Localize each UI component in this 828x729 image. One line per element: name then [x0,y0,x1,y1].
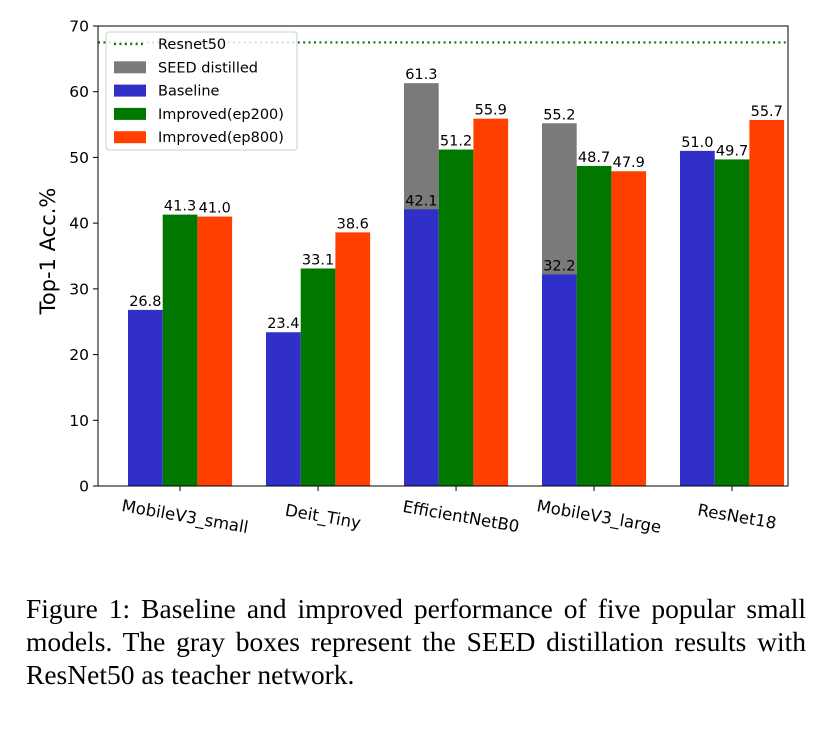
legend-label-0: Resnet50 [158,37,226,53]
plot-frame [97,25,789,487]
legend-label-4: Improved(ep800) [158,130,284,146]
data-label-2-2: 55.9 [475,103,507,119]
legend-label-2: Baseline [158,84,220,100]
data-label-2-0: 41.0 [199,201,231,217]
data-label-seed-3: 55.2 [543,107,575,123]
legend-swatch-1 [114,61,146,74]
x-tick-label-4: ResNet18 [696,500,778,533]
legend-swatch-3 [114,107,146,120]
data-labels-layer: 26.8 41.3 41.0 23.4 33.1 38.6 61.3 42.1 51.255.9… [129,67,783,332]
y-tick-label-5: 50 [69,149,89,167]
data-label-0-3: 32.2 [543,258,575,274]
y-tick-label-7: 70 [69,18,89,36]
legend-label-3: Improved(ep200) [158,107,284,123]
x-tick-label-0: MobileV3_small [120,496,250,538]
bar-improved-ep200-3 [576,165,612,486]
bar-chart: MobileV3_small Deit_Tiny EfficientNetB0 Mob… [36,18,789,538]
legend-swatch-2 [114,84,146,97]
y-axis-label: Top-1 Acc.% [36,188,60,316]
y-tick-label-2: 20 [69,346,89,364]
legend-swatch-4 [114,131,146,144]
data-label-0-4: 51.0 [681,135,713,151]
x-tick-label-3: MobileV3_large [535,496,663,538]
legend-label-1: SEED distilled [158,60,258,76]
bar-baseline-4 [680,150,715,486]
figure-caption: Figure 1: Baseline and improved performa… [26,593,806,690]
y-tick-label-3: 30 [69,280,89,298]
data-label-1-1: 33.1 [302,252,334,268]
bar-improved-ep200-0 [162,214,198,486]
bar-improved-ep800-3 [611,171,647,486]
bars-layer [128,83,785,487]
data-label-2-4: 55.7 [751,104,783,120]
bar-baseline-2 [404,209,439,487]
x-tick-label-2: EfficientNetB0 [401,497,520,536]
data-label-0-1: 23.4 [267,316,299,332]
data-label-2-3: 47.9 [613,155,645,171]
bar-improved-ep800-1 [335,232,371,486]
data-label-2-1: 38.6 [337,216,369,232]
bar-improved-ep800-4 [749,119,785,486]
y-tick-label-4: 40 [69,215,89,233]
legend: Resnet50 SEED distilled Baseline Improved(e… [105,31,298,151]
legend-box [105,31,298,151]
bar-improved-ep800-2 [473,118,509,487]
y-tick-label-1: 10 [69,412,89,430]
bar-improved-ep200-4 [714,159,750,486]
bar-improved-ep200-1 [300,268,336,486]
bar-improved-ep800-0 [197,216,233,487]
bar-baseline-1 [266,332,301,486]
y-tick-label-6: 60 [69,83,89,101]
x-tick-label-1: Deit_Tiny [283,501,362,534]
data-label-1-2: 51.2 [440,134,472,150]
bar-baseline-0 [128,309,163,486]
data-label-0-0: 26.8 [129,294,161,310]
data-label-1-4: 49.7 [716,143,748,159]
data-label-1-0: 41.3 [164,199,196,215]
y-tick-label-0: 0 [79,478,89,496]
bar-improved-ep200-2 [438,149,474,487]
bar-baseline-3 [542,274,577,486]
data-label-seed-2: 61.3 [405,67,437,83]
data-label-1-3: 48.7 [578,150,610,166]
axes-layer [97,25,789,487]
data-label-0-2: 42.1 [405,193,437,209]
